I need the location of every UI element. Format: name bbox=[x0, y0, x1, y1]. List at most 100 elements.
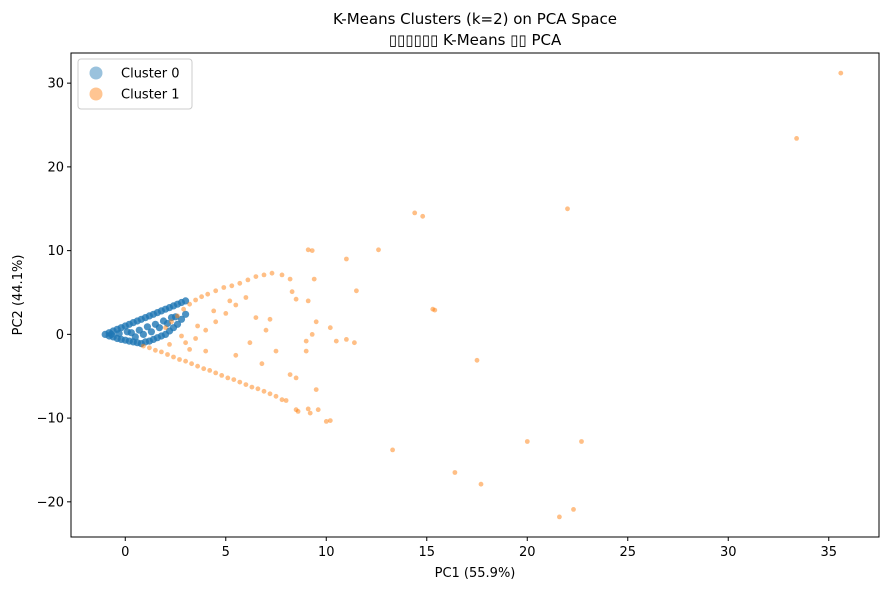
point-cluster-1-37 bbox=[193, 297, 199, 303]
point-cluster-1-80 bbox=[311, 276, 317, 282]
point-cluster-1-87 bbox=[344, 337, 349, 342]
point-cluster-1-79 bbox=[305, 298, 311, 304]
point-cluster-1-81 bbox=[309, 248, 315, 254]
point-cluster-1-51 bbox=[293, 296, 299, 302]
point-cluster-1-99 bbox=[524, 439, 530, 444]
point-cluster-1-12 bbox=[213, 370, 219, 376]
point-cluster-0-38 bbox=[177, 315, 186, 323]
y-tick-label: −20 bbox=[37, 495, 64, 510]
legend-label-cluster-0: Cluster 0 bbox=[121, 67, 180, 82]
chart-subtitle: ▯▯▯▯▯▯ K-Means ▯▯ PCA bbox=[389, 31, 562, 49]
point-cluster-1-9 bbox=[195, 363, 201, 369]
point-cluster-1-72 bbox=[267, 316, 273, 322]
x-tick-label: 10 bbox=[318, 545, 335, 560]
x-tick-label: 0 bbox=[121, 545, 129, 560]
point-cluster-1-45 bbox=[253, 274, 259, 279]
point-cluster-1-59 bbox=[253, 315, 259, 320]
x-tick-label: 20 bbox=[519, 545, 536, 560]
point-cluster-1-11 bbox=[207, 368, 213, 373]
y-tick-label: −10 bbox=[37, 412, 64, 427]
y-tick-label: 30 bbox=[47, 77, 64, 92]
point-cluster-1-49 bbox=[287, 276, 293, 282]
point-cluster-1-66 bbox=[167, 342, 172, 347]
point-cluster-1-96 bbox=[452, 470, 458, 475]
point-cluster-1-103 bbox=[579, 439, 584, 444]
x-tick-label: 30 bbox=[720, 545, 737, 560]
point-cluster-1-88 bbox=[352, 340, 357, 346]
point-cluster-1-2 bbox=[153, 347, 158, 353]
point-cluster-1-19 bbox=[255, 386, 261, 392]
legend: Cluster 0 Cluster 1 bbox=[77, 58, 193, 110]
point-cluster-1-18 bbox=[249, 384, 255, 390]
point-cluster-1-89 bbox=[354, 288, 359, 294]
point-cluster-1-48 bbox=[279, 272, 285, 278]
point-cluster-1-73 bbox=[287, 372, 293, 377]
point-cluster-0-54 bbox=[115, 329, 123, 338]
point-cluster-1-95 bbox=[432, 307, 438, 313]
point-cluster-1-1 bbox=[147, 345, 152, 351]
point-cluster-1-6 bbox=[177, 357, 182, 362]
point-cluster-1-53 bbox=[193, 336, 199, 341]
point-cluster-1-84 bbox=[327, 325, 333, 331]
point-cluster-1-57 bbox=[233, 302, 239, 308]
point-cluster-1-67 bbox=[179, 333, 184, 339]
point-cluster-1-13 bbox=[219, 373, 225, 378]
point-cluster-1-20 bbox=[261, 388, 267, 394]
point-cluster-1-10 bbox=[201, 366, 207, 372]
x-tick-label: 25 bbox=[619, 545, 636, 560]
point-cluster-1-91 bbox=[390, 447, 395, 453]
point-cluster-1-32 bbox=[163, 325, 168, 331]
plot-frame bbox=[70, 52, 880, 538]
point-cluster-1-101 bbox=[565, 206, 570, 212]
point-cluster-1-71 bbox=[247, 340, 253, 346]
point-cluster-0-49 bbox=[147, 328, 155, 336]
point-cluster-1-76 bbox=[309, 332, 315, 337]
point-cluster-0-50 bbox=[155, 324, 163, 332]
point-cluster-1-47 bbox=[269, 270, 275, 276]
ticks-layer: 0 5 10 15 20 25 30 35 −20 −10 0 10 20 30 bbox=[37, 77, 837, 560]
point-cluster-1-64 bbox=[203, 348, 209, 354]
point-cluster-1-90 bbox=[376, 247, 381, 253]
point-cluster-1-62 bbox=[259, 361, 265, 367]
point-cluster-1-38 bbox=[199, 294, 205, 300]
point-cluster-0-43 bbox=[143, 323, 151, 331]
chart-title: K-Means Clusters (k=2) on PCA Space bbox=[333, 10, 617, 28]
point-cluster-1-92 bbox=[412, 210, 418, 216]
point-cluster-1-15 bbox=[231, 377, 237, 382]
point-cluster-1-60 bbox=[263, 327, 269, 333]
point-cluster-1-68 bbox=[195, 323, 201, 329]
point-cluster-1-39 bbox=[205, 291, 211, 297]
legend-box bbox=[77, 58, 193, 110]
point-cluster-1-104 bbox=[794, 136, 799, 141]
point-cluster-1-69 bbox=[211, 308, 217, 314]
y-tick-label: 10 bbox=[47, 244, 64, 259]
points-layer bbox=[101, 70, 844, 520]
point-cluster-1-23 bbox=[279, 397, 285, 403]
point-cluster-1-61 bbox=[273, 348, 279, 354]
point-cluster-1-36 bbox=[187, 301, 193, 307]
point-cluster-0-40 bbox=[182, 310, 190, 318]
point-cluster-1-44 bbox=[245, 277, 251, 283]
point-cluster-1-7 bbox=[183, 358, 189, 364]
y-tick-label: 20 bbox=[47, 160, 64, 175]
point-cluster-0-36 bbox=[173, 320, 182, 328]
x-tick-label: 5 bbox=[222, 545, 230, 560]
point-cluster-1-102 bbox=[571, 507, 576, 512]
point-cluster-1-3 bbox=[159, 349, 164, 355]
point-cluster-0-55 bbox=[107, 330, 115, 338]
point-cluster-1-8 bbox=[189, 361, 195, 367]
point-cluster-1-31 bbox=[327, 418, 333, 423]
point-cluster-1-97 bbox=[474, 357, 480, 363]
point-cluster-1-86 bbox=[344, 256, 349, 262]
x-tick-label: 35 bbox=[820, 545, 837, 560]
point-cluster-1-0 bbox=[141, 343, 146, 349]
point-cluster-1-4 bbox=[165, 352, 170, 357]
point-cluster-1-40 bbox=[213, 288, 219, 294]
point-cluster-1-58 bbox=[243, 295, 249, 300]
y-tick-label: 0 bbox=[56, 328, 64, 343]
point-cluster-1-16 bbox=[237, 379, 243, 385]
point-cluster-1-28 bbox=[307, 410, 313, 416]
point-cluster-1-29 bbox=[315, 407, 321, 413]
point-cluster-1-21 bbox=[267, 391, 273, 397]
point-cluster-1-5 bbox=[171, 354, 176, 360]
